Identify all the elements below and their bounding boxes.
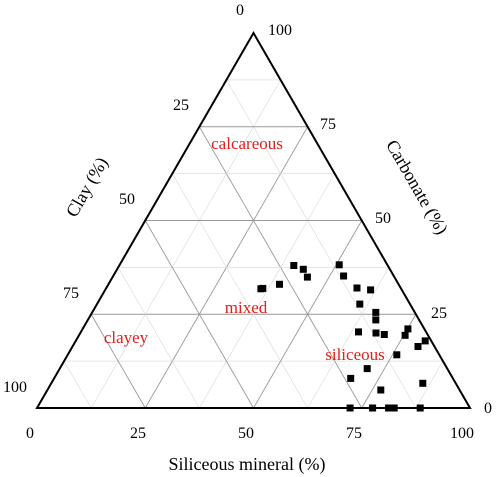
region-label-clayey: clayey [104,328,149,347]
grid-line-siliceous [199,173,335,409]
data-point-29 [385,404,393,412]
bottom-tick-50: 50 [238,425,254,442]
right-tick-25: 25 [431,305,447,322]
right-tick-100: 100 [268,22,292,39]
data-point-1 [276,280,283,288]
data-point-15 [404,325,412,333]
data-point-24 [346,404,354,412]
right-tick-75: 75 [320,116,336,133]
grid-line-clay [226,79,417,409]
region-label-mixed: mixed [225,298,268,317]
right-tick-50: 50 [375,210,391,227]
data-point-26 [390,404,398,412]
data-point-27 [419,379,427,387]
right-axis-title: Carbonate (%) [381,136,452,238]
grid-line-clay [172,173,308,409]
x-axis-title: Siliceous mineral (%) [169,454,326,475]
grid-line-siliceous [253,220,363,409]
data-point-13 [380,331,388,338]
data-point-12 [372,329,380,337]
bottom-tick-75: 75 [346,425,362,442]
grid-line-siliceous [90,79,281,409]
data-point-30 [369,404,377,412]
left-tick-75: 75 [63,285,79,302]
data-point-14 [401,331,409,339]
data-point-18 [421,337,429,345]
grid-line-clay [117,267,200,409]
data-point-22 [347,374,355,382]
data-point-19 [393,351,401,359]
grid-lines [63,79,444,409]
bottom-tick-0: 0 [26,425,34,442]
left-tick-25: 25 [173,97,189,114]
data-point-7 [335,261,343,269]
data-point-25 [377,386,385,394]
data-point-5 [257,285,265,293]
data-point-8 [340,272,348,280]
grid-line-clay [90,314,146,409]
left-tick-0: 0 [236,2,244,19]
data-point-2 [299,265,307,273]
bottom-tick-100: 100 [450,425,474,442]
grid-line-siliceous [307,267,390,409]
left-axis-title: Clay (%) [62,154,113,221]
data-point-9 [353,284,361,292]
data-point-16 [372,316,380,324]
data-point-11 [372,308,380,316]
triangle-frame [35,30,472,409]
data-point-10 [356,300,364,308]
data-point-3 [290,262,298,269]
region-label-siliceous: siliceous [325,345,385,364]
data-point-17 [367,286,375,294]
grid-line-clay [144,220,254,409]
grid-line-clay [63,360,92,409]
region-label-calcareous: calcareous [211,134,283,153]
left-tick-50: 50 [119,191,135,208]
data-point-23 [363,365,371,373]
data-point-21 [355,328,362,336]
data-points [257,261,429,412]
grid-line-siliceous [415,360,444,409]
data-point-20 [414,343,422,350]
bottom-tick-25: 25 [130,425,146,442]
right-tick-0: 0 [484,400,492,417]
left-tick-100: 100 [3,379,27,396]
data-point-6 [303,273,311,281]
data-point-28 [416,404,424,412]
